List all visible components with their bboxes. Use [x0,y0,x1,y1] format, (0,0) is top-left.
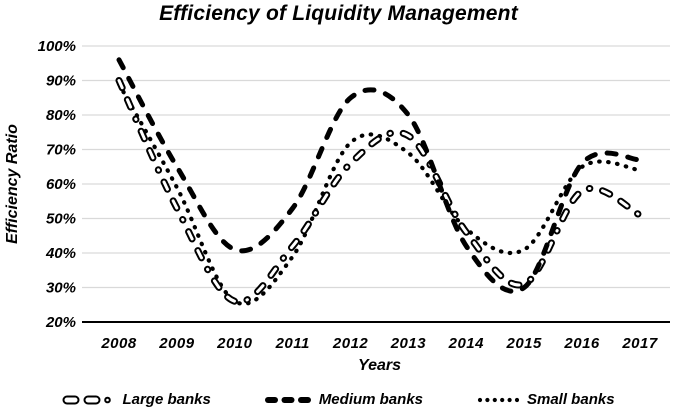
y-tick-label: 80% [46,107,76,124]
y-tick-label: 60% [46,176,76,193]
medium-banks-legend-marker [264,396,311,403]
large-banks-line [115,77,644,306]
y-tick-label: 70% [46,142,76,159]
legend-label-medium-banks: Medium banks [318,391,423,408]
small-banks-line [116,81,643,306]
large-banks-line-fill [117,79,642,304]
plot-area: 100% 90% 80% 70% 60% 50% 40% 30% 20% 2008 2009 2010… [4,38,670,374]
legend: Large banks Medium banks Small banks [0,391,677,408]
y-tick-label: 20% [45,314,76,331]
legend-label-large-banks: Large banks [122,391,211,408]
y-tick-label: 30% [46,280,76,297]
x-tick-label: 2009 [158,335,195,352]
x-tick-label: 2010 [216,335,253,352]
x-tick-label: 2015 [506,335,543,352]
x-tick-label: 2014 [448,335,485,352]
medium-banks-line [116,57,643,294]
x-tick-label: 2011 [275,335,310,352]
x-tick-label: 2008 [100,335,137,352]
y-tick-label: 50% [46,211,76,228]
chart-title: Efficiency of Liquidity Management [159,2,518,25]
x-tick-label: 2016 [563,335,600,352]
x-tick-label: 2012 [332,335,369,352]
y-tick-label: 40% [45,245,76,262]
legend-label-small-banks: Small banks [527,391,615,408]
x-axis-title: Years [358,357,401,374]
small-banks-legend-marker [477,397,519,402]
x-tick-label: 2017 [621,335,658,352]
legend-item-large-banks: Large banks [62,391,211,408]
y-tick-label: 90% [46,73,76,90]
y-tick-label: 100% [38,38,76,55]
legend-item-small-banks: Small banks [477,391,615,408]
x-tick-label: 2013 [390,335,427,352]
large-banks-legend-marker [62,395,112,404]
legend-item-medium-banks: Medium banks [264,391,423,408]
y-axis-title: Efficiency Ratio [4,124,21,244]
